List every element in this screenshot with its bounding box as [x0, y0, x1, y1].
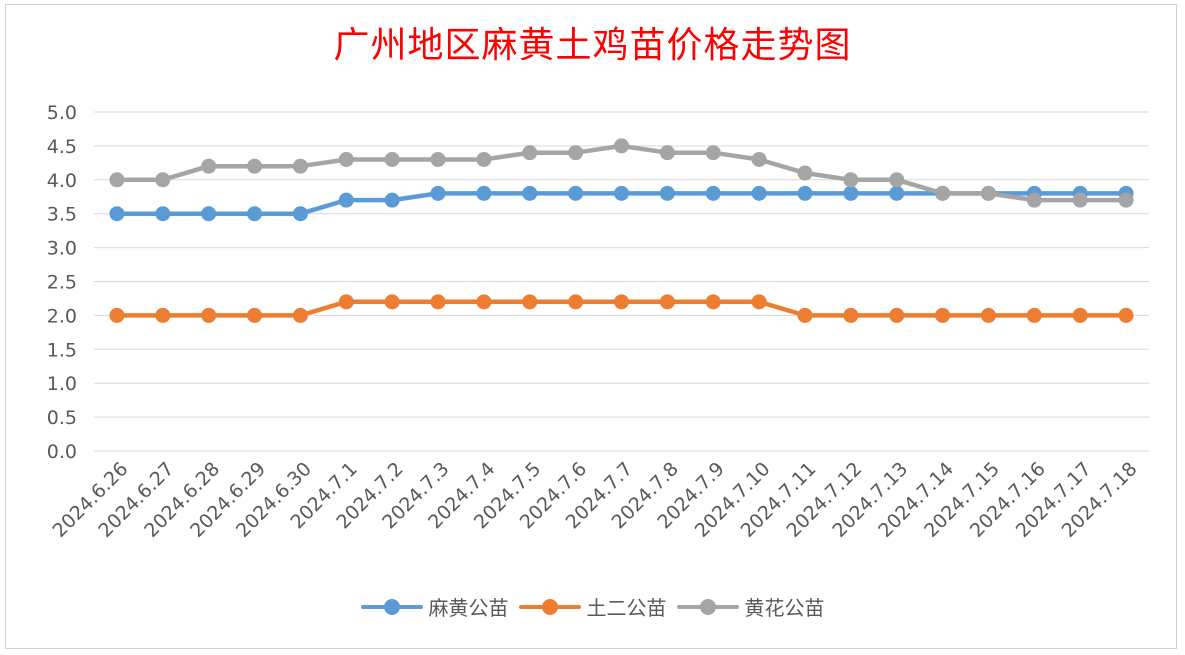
x-axis: 2024.6.262024.6.272024.6.282024.6.292024… — [49, 458, 1142, 542]
y-tick-label: 5.0 — [47, 102, 77, 124]
data-point — [1026, 307, 1042, 323]
legend-item: 黄花公苗 — [676, 592, 825, 621]
gridlines — [94, 111, 1149, 452]
data-point — [797, 185, 813, 201]
series-2 — [109, 294, 1134, 323]
data-point — [568, 185, 584, 201]
data-point — [935, 185, 951, 201]
data-point — [705, 145, 721, 161]
data-point — [201, 307, 217, 323]
y-tick-label: 0.0 — [47, 441, 77, 463]
legend-swatch — [360, 597, 423, 617]
legend-marker — [383, 598, 400, 615]
data-point — [889, 185, 905, 201]
data-point — [1118, 307, 1134, 323]
data-point — [659, 145, 675, 161]
data-point — [751, 151, 767, 167]
data-point — [155, 172, 171, 188]
data-point — [292, 158, 308, 174]
data-point — [705, 294, 721, 310]
data-point — [889, 307, 905, 323]
data-point — [247, 206, 263, 222]
data-point — [889, 172, 905, 188]
legend-marker — [699, 598, 716, 615]
y-tick-label: 1.0 — [47, 373, 77, 395]
data-point — [1072, 192, 1088, 208]
data-point — [797, 165, 813, 181]
data-point — [843, 307, 859, 323]
y-tick-label: 0.5 — [47, 407, 77, 429]
data-point — [980, 307, 996, 323]
data-point — [522, 185, 538, 201]
data-point — [430, 185, 446, 201]
data-point — [1026, 192, 1042, 208]
data-point — [659, 294, 675, 310]
chart-legend: 麻黄公苗 土二公苗 黄花公苗 — [0, 592, 1185, 621]
data-point — [935, 307, 951, 323]
legend-label: 麻黄公苗 — [428, 596, 509, 620]
legend-swatch — [676, 597, 739, 617]
data-point — [476, 185, 492, 201]
legend-marker — [541, 598, 558, 615]
data-point — [1118, 192, 1134, 208]
data-point — [614, 294, 629, 310]
data-point — [430, 151, 446, 167]
data-point — [522, 294, 538, 310]
data-point — [247, 158, 263, 174]
data-point — [292, 206, 308, 222]
y-axis: 0.0 0.5 1.0 1.5 2.0 2.5 3.0 3.5 4.0 4.5 5.0 — [47, 102, 77, 463]
legend-label: 土二公苗 — [586, 596, 667, 620]
data-point — [338, 151, 354, 167]
chart-title: 广州地区麻黄土鸡苗价格走势图 — [333, 25, 852, 66]
data-point — [155, 307, 171, 323]
data-point — [292, 307, 308, 323]
data-point — [568, 145, 584, 161]
data-point — [201, 158, 217, 174]
y-tick-label: 1.5 — [47, 339, 77, 361]
legend-swatch — [518, 597, 581, 617]
legend-item: 麻黄公苗 — [360, 592, 509, 621]
data-point — [201, 206, 217, 222]
data-point — [614, 138, 629, 154]
data-point — [247, 307, 263, 323]
data-point — [751, 294, 767, 310]
y-tick-label: 3.0 — [47, 238, 77, 260]
data-point — [338, 192, 354, 208]
data-point — [1072, 307, 1088, 323]
y-tick-label: 2.5 — [47, 272, 77, 294]
data-point — [797, 307, 813, 323]
data-point — [751, 185, 767, 201]
data-point — [384, 192, 400, 208]
data-point — [109, 172, 125, 188]
data-point — [155, 206, 171, 222]
data-point — [476, 151, 492, 167]
data-point — [843, 172, 859, 188]
y-tick-label: 4.5 — [47, 136, 77, 158]
data-point — [109, 206, 125, 222]
data-point — [338, 294, 354, 310]
y-tick-label: 3.5 — [47, 204, 77, 226]
y-tick-label: 4.0 — [47, 170, 77, 192]
data-point — [705, 185, 721, 201]
data-point — [476, 294, 492, 310]
data-point — [384, 151, 400, 167]
data-point — [430, 294, 446, 310]
data-point — [109, 307, 125, 323]
legend-label: 黄花公苗 — [744, 596, 825, 620]
data-point — [843, 185, 859, 201]
data-point — [614, 185, 629, 201]
data-point — [384, 294, 400, 310]
data-point — [522, 145, 538, 161]
data-point — [980, 185, 996, 201]
series-3 — [109, 138, 1134, 208]
y-tick-label: 2.0 — [47, 305, 77, 327]
legend-item: 土二公苗 — [518, 592, 667, 621]
data-point — [568, 294, 584, 310]
data-point — [659, 185, 675, 201]
